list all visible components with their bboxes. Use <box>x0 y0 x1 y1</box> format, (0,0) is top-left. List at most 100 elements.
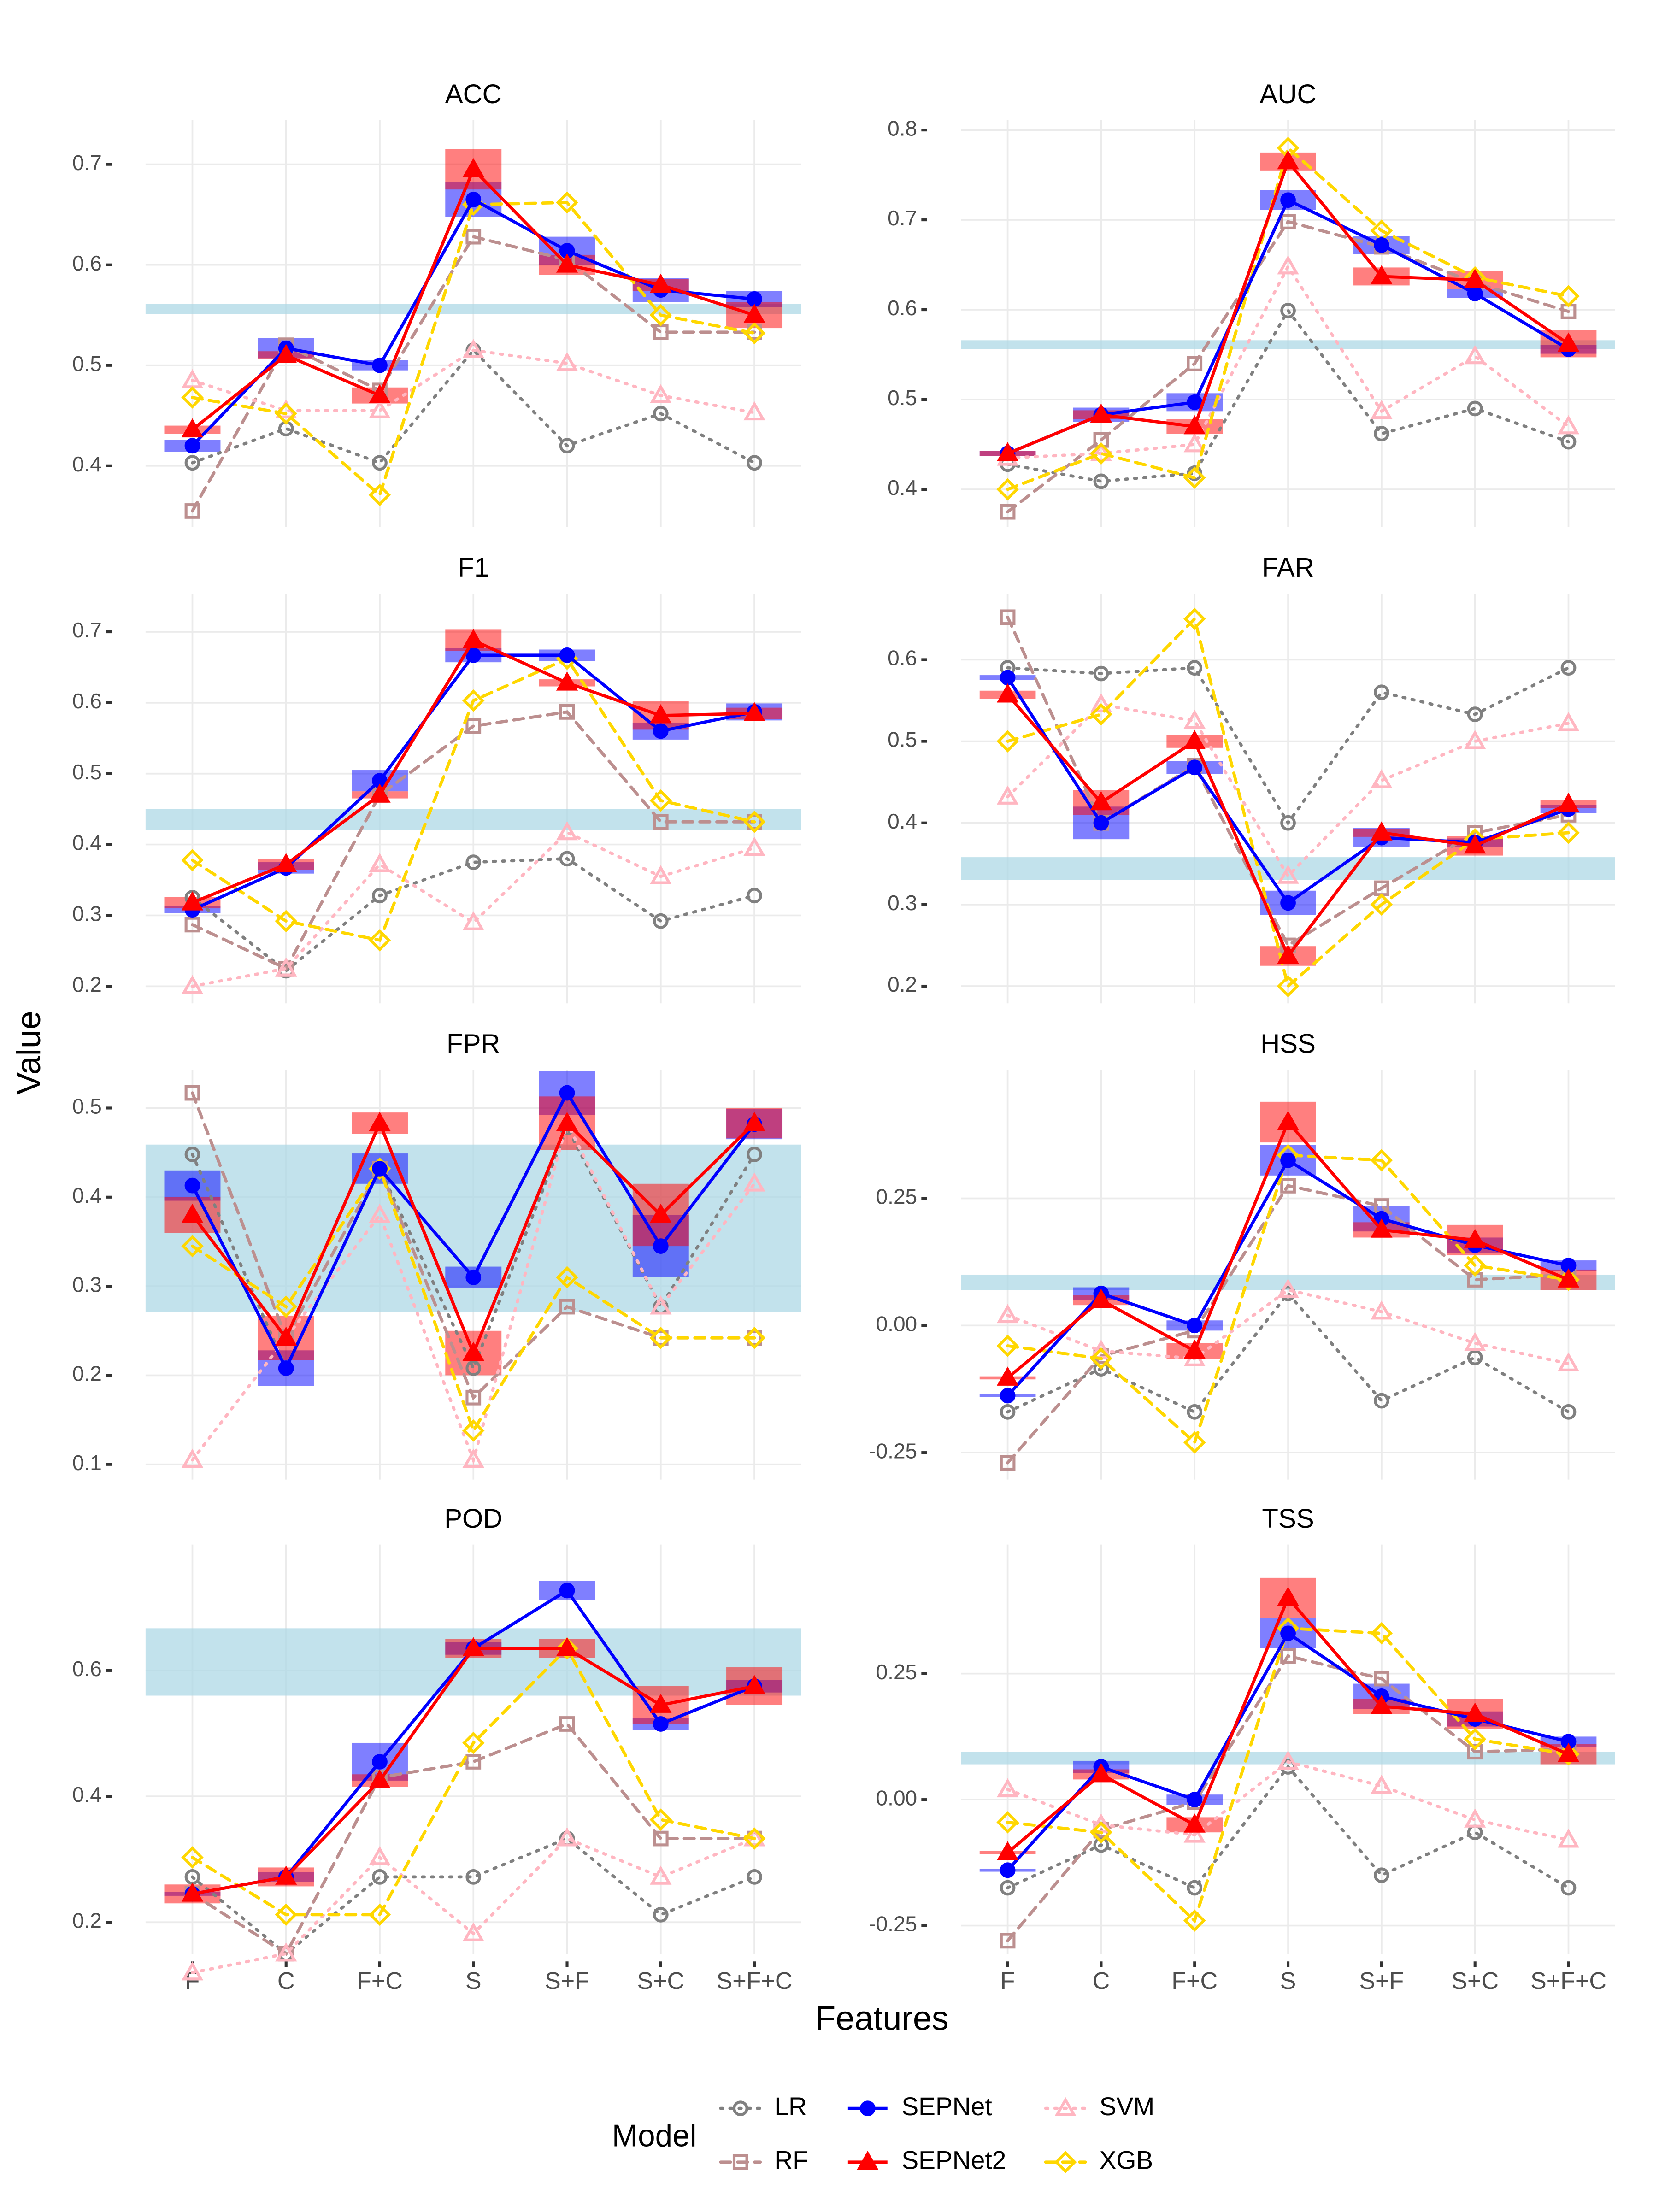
data-point <box>465 229 482 245</box>
data-point <box>996 1811 1019 1834</box>
data-point <box>1371 821 1393 841</box>
data-point <box>1464 730 1486 749</box>
y-tick-label: 0.5 <box>888 728 917 752</box>
data-point <box>743 1172 765 1192</box>
y-tick-label: 0.5 <box>888 386 917 410</box>
legend-label: SEPNet2 <box>901 2146 1006 2174</box>
data-point <box>650 384 672 404</box>
y-tick-label: 0.5 <box>72 1094 102 1118</box>
data-point <box>1464 1332 1486 1351</box>
x-tick-label: F <box>1000 1968 1015 1994</box>
data-point <box>996 478 1019 501</box>
data-point <box>1371 769 1393 788</box>
data-point <box>1277 944 1299 964</box>
data-point <box>372 1161 388 1177</box>
data-point <box>1557 1743 1580 1762</box>
data-point <box>1090 693 1112 712</box>
data-point <box>278 1360 294 1376</box>
data-point <box>1093 1837 1109 1853</box>
data-point <box>1090 703 1112 726</box>
data-point <box>743 811 766 833</box>
data-point <box>743 1827 766 1850</box>
data-point <box>1464 834 1486 854</box>
panel-title: POD <box>444 1504 502 1534</box>
data-point <box>181 849 204 871</box>
panel-title: HSS <box>1260 1029 1316 1059</box>
reference-band <box>145 809 801 830</box>
y-tick-label: 0.3 <box>888 891 917 915</box>
data-point <box>1374 1393 1389 1409</box>
panel: FAR 0.2 0.3 0.4 0.5 0.6 <box>888 553 1615 1004</box>
data-point <box>996 1778 1019 1798</box>
data-point <box>653 913 669 929</box>
y-tick-label: 0.2 <box>888 972 917 996</box>
reference-band <box>961 340 1615 349</box>
y-tick-label: 0.6 <box>888 646 917 670</box>
data-point <box>743 836 765 856</box>
data-point <box>1280 895 1296 911</box>
data-point <box>465 647 482 663</box>
data-point <box>1280 214 1296 229</box>
data-point <box>275 910 298 933</box>
x-tick-label: S+F+C <box>1530 1968 1606 1994</box>
data-point <box>1277 255 1299 275</box>
data-point <box>1560 434 1577 450</box>
data-point <box>465 1389 482 1406</box>
data-point <box>1467 400 1483 417</box>
data-point <box>1000 1862 1016 1878</box>
data-point <box>369 1112 391 1131</box>
data-point <box>1277 1750 1299 1770</box>
data-point <box>1464 1808 1486 1828</box>
data-point <box>1557 712 1580 731</box>
data-point <box>1560 1404 1577 1420</box>
data-point <box>465 192 482 207</box>
data-point <box>181 1448 204 1468</box>
panel-title: AUC <box>1260 79 1317 109</box>
data-point <box>1090 1288 1112 1308</box>
data-point <box>650 1295 672 1315</box>
data-point <box>1374 237 1389 253</box>
legend-marker <box>1054 2151 1077 2173</box>
data-point <box>1000 1933 1016 1949</box>
data-point <box>465 1869 482 1885</box>
legend-marker <box>1054 2097 1077 2117</box>
data-point <box>1277 150 1299 170</box>
x-tick-label: S+F <box>1359 1968 1404 1994</box>
data-point <box>1464 1254 1486 1277</box>
data-point <box>1280 1178 1296 1194</box>
data-point <box>184 1085 200 1101</box>
x-tick-label: S+C <box>637 1968 684 1994</box>
data-point <box>462 629 484 648</box>
series-line <box>1006 1153 1570 1446</box>
y-axis-title: Value <box>9 1011 47 1095</box>
data-point <box>1371 1300 1393 1320</box>
panel: FPR 0.1 0.2 0.3 0.4 0.5 <box>72 1029 801 1480</box>
y-tick-label: 0.5 <box>72 352 102 376</box>
data-point <box>747 455 762 471</box>
data-point <box>653 1830 669 1847</box>
data-point <box>368 1903 391 1926</box>
data-point <box>1464 345 1486 365</box>
data-point <box>1371 265 1393 284</box>
data-point <box>1280 192 1296 208</box>
data-point <box>1090 442 1112 465</box>
series-line <box>191 1119 756 1465</box>
data-point <box>743 702 765 721</box>
data-point <box>184 503 200 519</box>
data-point <box>1277 1587 1299 1606</box>
data-point <box>1557 1352 1580 1371</box>
y-tick-label: 0.4 <box>888 476 917 500</box>
data-point <box>368 929 391 952</box>
y-tick-label: 0.6 <box>72 1657 102 1681</box>
y-tick-label: 0.4 <box>72 831 102 855</box>
data-point <box>556 191 578 214</box>
data-point <box>747 814 762 830</box>
y-tick-label: 0.2 <box>72 972 102 996</box>
data-point <box>1000 1455 1016 1471</box>
panel: ACC 0.4 0.5 0.6 0.7 <box>72 79 801 527</box>
data-point <box>462 911 484 930</box>
data-point <box>1187 1792 1203 1808</box>
data-point <box>372 1869 388 1885</box>
data-point <box>743 322 766 345</box>
y-tick-label: 0.6 <box>888 296 917 320</box>
